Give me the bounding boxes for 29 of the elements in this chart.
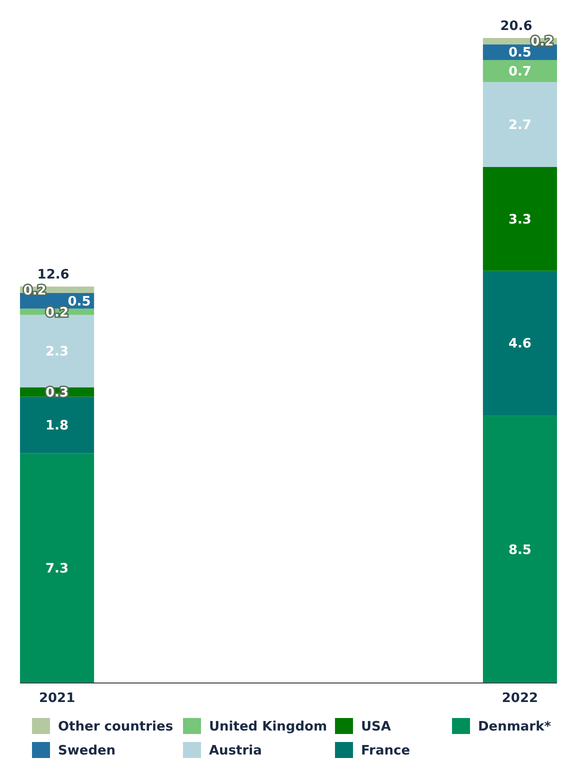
legend-label: United Kingdom (209, 720, 328, 735)
data-label: 0.7 (508, 64, 532, 80)
bar (482, 167, 557, 271)
x-tick-label: 2021 (38, 691, 76, 706)
legend-label: Austria (209, 744, 262, 759)
legend-label: Denmark* (478, 720, 552, 735)
x-tick-label: 2022 (502, 691, 538, 706)
bar (20, 453, 94, 683)
data-label: 8.5 (508, 542, 532, 558)
data-label: 2.7 (508, 118, 532, 134)
data-label: 3.3 (508, 212, 532, 228)
legend-label: Sweden (58, 744, 116, 759)
data-label: 4.6 (508, 336, 532, 352)
total-label: 12.6 (37, 268, 70, 283)
bar (482, 416, 557, 683)
data-label: 0.5 (508, 46, 532, 61)
data-label: 0.3 (46, 386, 69, 401)
legend-label: USA (361, 720, 391, 735)
total-label: 20.6 (500, 19, 532, 34)
bar (482, 270, 557, 416)
data-label: 1.8 (46, 418, 69, 434)
data-label: 2.3 (46, 344, 69, 360)
legend-label: France (361, 744, 410, 759)
bar (20, 396, 94, 454)
data-label: 0.5 (68, 294, 91, 310)
bar (482, 60, 557, 82)
data-label: 7.3 (46, 562, 69, 577)
legend-label: Other countries (58, 720, 174, 735)
bar (482, 82, 557, 167)
